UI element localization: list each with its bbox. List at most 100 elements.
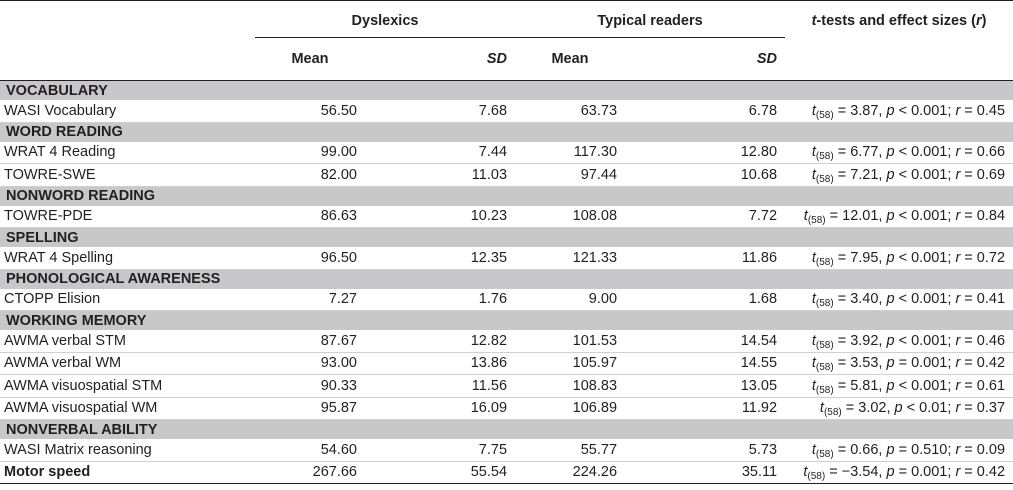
stat-df: (58) [815,448,834,460]
stat-result: t(58) = 3.40, p < 0.001; r = 0.41 [785,288,1013,311]
stat-r: r [955,377,961,394]
stat-result: t(58) = 0.66, p = 0.510; r = 0.09 [785,439,1013,462]
stat-pval: < 0.001; [894,291,956,308]
dyslexics-mean: 54.60 [255,439,365,462]
section-header: NONVERBAL ABILITY [0,419,1013,439]
stat-r: r [955,102,961,119]
stat-result: t(58) = −3.54, p = 0.001; r = 0.42 [785,461,1013,484]
stat-p: p [886,208,895,225]
stat-rval: = 0.61 [960,377,1006,394]
row-label: WRAT 4 Reading [0,141,255,164]
stat-t: t [811,441,816,458]
dyslexics-mean: 95.87 [255,397,365,420]
stat-r: r [955,291,961,308]
section-header: PHONOLOGICAL AWARENESS [0,269,1013,289]
dyslexics-mean: 99.00 [255,141,365,164]
stat-t: t [819,400,824,417]
section-title: PHONOLOGICAL AWARENESS [0,269,1013,289]
stat-df: (58) [815,384,834,396]
row-label: WASI Vocabulary [0,100,255,123]
table-row: WASI Vocabulary 56.50 7.68 63.73 6.78 t(58) =… [0,100,1013,123]
stat-pval: < 0.001; [894,249,956,266]
stat-t: t [811,291,816,308]
table-row: TOWRE-SWE 82.00 11.03 97.44 10.68 t(58) = 7.2… [0,163,1013,187]
section-header: WORD READING [0,122,1013,142]
stat-pval: = 0.510; [894,441,956,458]
stat-p: p [886,377,895,394]
stat-t: t [811,332,816,349]
stat-t: t [811,166,816,183]
stat-df: (58) [823,407,842,419]
section-title: WORD READING [0,122,1013,142]
stat-p: p [886,166,895,183]
stat-r: r [955,332,961,349]
typical-mean: 9.00 [515,288,626,311]
stat-t: t [811,249,816,266]
dyslexics-mean: 90.33 [255,374,365,398]
section-header: SPELLING [0,227,1013,247]
row-label: AWMA visuospatial STM [0,374,255,398]
row-label: TOWRE-SWE [0,163,255,187]
dyslexics-sd: 12.82 [365,330,516,353]
stat-df: (58) [815,173,834,185]
stat-tval: = −3.54, [825,464,887,481]
stat-rval: = 0.72 [960,249,1006,266]
stat-df: (58) [815,151,834,163]
stat-tval: = 3.87, [833,102,887,119]
stat-p: p [886,355,895,372]
table-row: Motor speed 267.66 55.54 224.26 35.11 t(58) =… [0,461,1013,484]
stat-result: t(58) = 3.53, p = 0.001; r = 0.42 [785,352,1013,375]
stat-df: (58) [807,215,826,227]
stat-tval: = 3.40, [833,291,887,308]
dyslexics-sd: 12.35 [365,247,516,270]
stat-r: r [955,400,961,417]
dyslexics-mean: 56.50 [255,100,365,123]
table-row: AWMA visuospatial WM 95.87 16.09 106.89 11.9… [0,397,1013,420]
stat-p: p [894,400,903,417]
header-typ-mean: Mean [515,37,626,81]
row-label: WRAT 4 Spelling [0,247,255,270]
stat-tval: = 3.92, [833,332,887,349]
dyslexics-sd: 10.23 [365,205,516,228]
stat-result: t(58) = 7.95, p < 0.001; r = 0.72 [785,247,1013,270]
typical-mean: 108.83 [515,374,626,398]
table-row: AWMA visuospatial STM 90.33 11.56 108.83 13.… [0,374,1013,398]
typical-mean: 121.33 [515,247,626,270]
section-title: NONWORD READING [0,186,1013,206]
stat-tval: = 7.21, [833,166,887,183]
stat-rval: = 0.46 [960,332,1006,349]
stat-result: t(58) = 7.21, p < 0.001; r = 0.69 [785,163,1013,187]
typical-sd: 6.78 [625,100,786,123]
stat-pval: < 0.001; [894,377,956,394]
header-blank [0,1,255,38]
stat-t: t [811,144,816,161]
dyslexics-sd: 13.86 [365,352,516,375]
row-label: AWMA visuospatial WM [0,397,255,420]
dyslexics-mean: 82.00 [255,163,365,187]
header-dys-sd: SD [365,37,516,81]
stat-tval: = 0.66, [833,441,887,458]
stat-r: r [955,249,961,266]
stat-df: (58) [815,256,834,268]
typical-mean: 108.08 [515,205,626,228]
stat-r: r [955,355,961,372]
section-header: WORKING MEMORY [0,310,1013,330]
typical-mean: 105.97 [515,352,626,375]
table-row: TOWRE-PDE 86.63 10.23 108.08 7.72 t(58) = 12.… [0,205,1013,228]
dyslexics-sd: 7.68 [365,100,516,123]
header-blank-3 [785,37,1013,81]
typical-sd: 12.80 [625,141,786,164]
stat-df: (58) [807,471,826,483]
stat-tval: = 5.81, [833,377,887,394]
dyslexics-sd: 16.09 [365,397,516,420]
stat-df: (58) [815,109,834,121]
dyslexics-sd: 7.75 [365,439,516,462]
typical-mean: 63.73 [515,100,626,123]
typical-sd: 1.68 [625,288,786,311]
stat-rval: = 0.45 [960,102,1006,119]
header-stats-r: r [975,13,982,30]
dyslexics-sd: 11.56 [365,374,516,398]
row-label: AWMA verbal WM [0,352,255,375]
stat-p: p [886,291,895,308]
